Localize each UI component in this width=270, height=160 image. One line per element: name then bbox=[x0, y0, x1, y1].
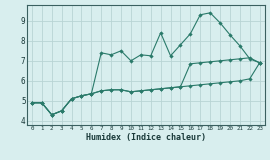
X-axis label: Humidex (Indice chaleur): Humidex (Indice chaleur) bbox=[86, 133, 206, 142]
